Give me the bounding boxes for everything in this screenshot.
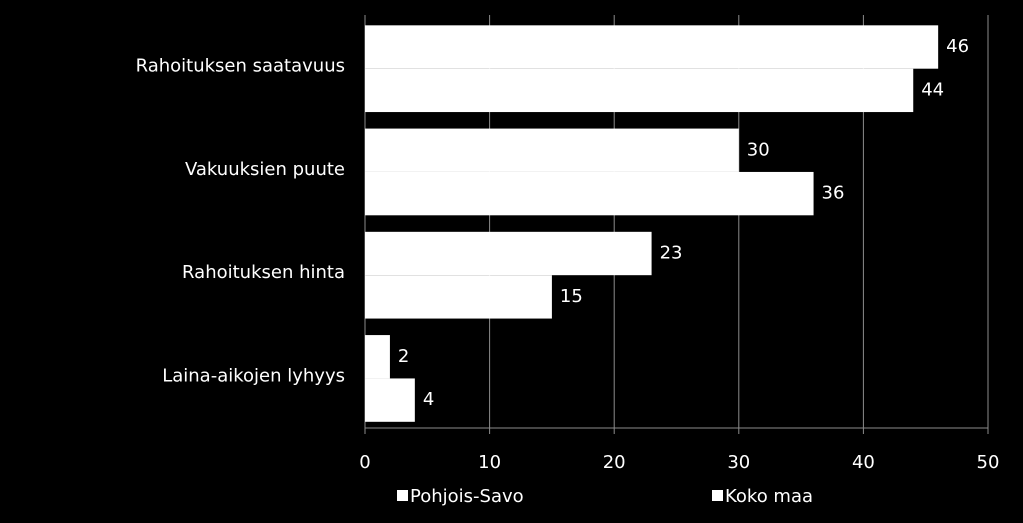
y-tick-label: Laina-aikojen lyhyys (162, 365, 345, 386)
x-tick-label: 50 (977, 452, 1000, 473)
legend-label: Pohjois-Savo (410, 486, 524, 507)
x-tick-label: 40 (852, 452, 875, 473)
x-tick-label: 20 (603, 452, 626, 473)
legend-swatch (712, 490, 723, 501)
data-label: 2 (398, 346, 409, 367)
y-tick-label: Vakuuksien puute (185, 159, 345, 180)
legend-swatch (397, 490, 408, 501)
bar (365, 128, 739, 172)
x-tick-label: 30 (727, 452, 750, 473)
data-label: 15 (560, 286, 583, 307)
y-tick-label: Rahoituksen saatavuus (136, 56, 345, 77)
data-label: 30 (747, 139, 770, 160)
bar (365, 275, 552, 319)
data-label: 36 (822, 183, 845, 204)
legend-label: Koko maa (725, 486, 813, 507)
bar (365, 378, 415, 422)
data-label: 23 (660, 243, 683, 264)
y-tick-label: Rahoituksen hinta (182, 262, 345, 283)
x-tick-label: 10 (478, 452, 501, 473)
bar (365, 68, 914, 113)
bar (365, 171, 814, 216)
data-label: 46 (946, 36, 969, 57)
bar (365, 335, 390, 379)
bar (365, 231, 652, 276)
bar (365, 25, 939, 69)
data-label: 4 (423, 389, 434, 410)
x-tick-label: 0 (359, 452, 370, 473)
data-label: 44 (921, 79, 944, 100)
